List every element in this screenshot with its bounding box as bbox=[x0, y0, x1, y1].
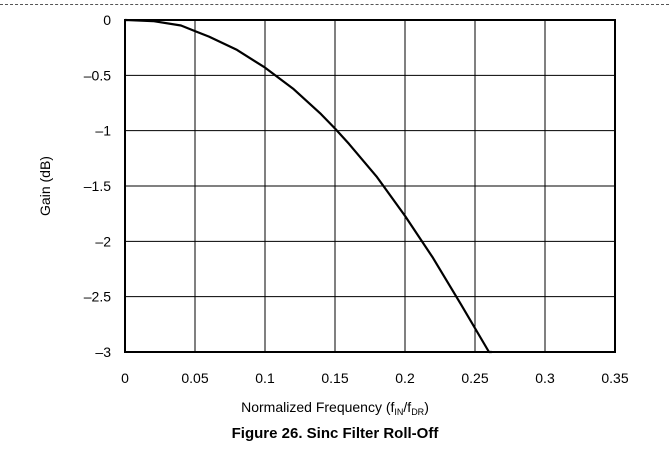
x-tick-label: 0.35 bbox=[601, 370, 628, 386]
x-axis-label-sub-dr: DR bbox=[411, 407, 425, 417]
chart: 0–0.5–1–1.5–2–2.5–3 0 0.05 0.1 0.15 0.2 0.25 0… bbox=[37, 12, 629, 386]
y-tick-label: –2 bbox=[95, 233, 111, 249]
y-tick-label: –0.5 bbox=[84, 67, 111, 83]
x-axis-label-main: Normalized Frequency (f bbox=[241, 399, 395, 415]
x-axis-label-end: ) bbox=[424, 399, 429, 415]
x-tick-label: 0.1 bbox=[255, 370, 275, 386]
x-tick-label: 0.25 bbox=[461, 370, 488, 386]
y-tick-label: 0 bbox=[103, 12, 111, 28]
y-axis-label: Gain (dB) bbox=[37, 156, 53, 216]
x-tick-label: 0 bbox=[121, 370, 129, 386]
y-tick-label: –3 bbox=[95, 344, 111, 360]
figure-caption: Figure 26. Sinc Filter Roll-Off bbox=[231, 425, 439, 442]
y-tick-label: –1 bbox=[95, 123, 111, 139]
x-tick-label: 0.15 bbox=[321, 370, 348, 386]
x-axis-label-sub-in: IN bbox=[394, 407, 404, 417]
series-line bbox=[124, 18, 492, 354]
grid bbox=[124, 19, 616, 353]
x-tick-label: 0.3 bbox=[535, 370, 555, 386]
y-tick-labels: 0 –0.5 –1 –1.5 –2 –2.5 –3 bbox=[84, 12, 111, 360]
x-tick-label: 0.2 bbox=[395, 370, 415, 386]
top-rule bbox=[0, 4, 669, 5]
x-tick-label: 0.05 bbox=[181, 370, 208, 386]
x-tick-labels: 0 0.05 0.1 0.15 0.2 0.25 0.3 0.35 bbox=[121, 370, 629, 386]
curve-layer bbox=[124, 18, 492, 354]
x-axis-label: Normalized Frequency (fIN/fDR) bbox=[125, 399, 545, 417]
plot-frame bbox=[124, 19, 616, 353]
x-axis-label-mid: /f bbox=[403, 399, 412, 415]
y-tick-label: –2.5 bbox=[84, 289, 111, 305]
y-tick-label: –1.5 bbox=[84, 178, 111, 194]
